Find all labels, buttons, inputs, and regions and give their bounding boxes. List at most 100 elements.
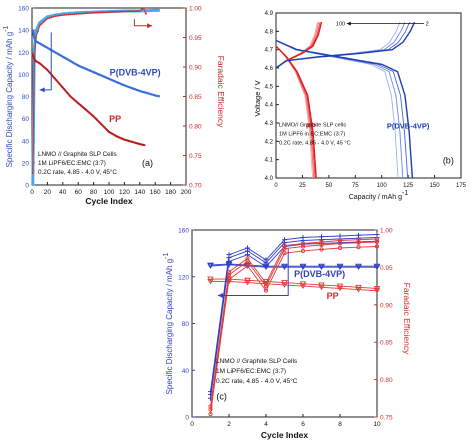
- arrow-to-left-axis: [39, 32, 52, 91]
- data-point-pp-fe: [123, 10, 126, 13]
- y-left-tick-label: 80: [22, 94, 30, 101]
- data-point-pp-fe: [73, 13, 76, 16]
- data-point-pp-fe: [111, 11, 114, 13]
- data-point-pp-capacity: [31, 53, 34, 56]
- data-point: [281, 282, 288, 288]
- series-line: [210, 280, 378, 292]
- annotation-line: 0.2C rate, 4.85 - 4.0 V, 45 °C: [279, 141, 351, 147]
- superscript: -1: [163, 252, 170, 258]
- data-point: [300, 241, 306, 246]
- data-point: [336, 264, 344, 271]
- data-point: [281, 263, 288, 270]
- y-right-tick-label: 0.70: [189, 183, 202, 190]
- y-right-tick-label: 0.90: [189, 65, 202, 72]
- panel-label: (c): [216, 391, 227, 401]
- data-point: [355, 287, 362, 293]
- y-tick-label: 4.2: [265, 139, 274, 145]
- y-right-tick-label: 0.85: [189, 94, 202, 101]
- series-line-pp-discharge: [275, 45, 314, 179]
- panel-a: 0 20 40 60 80 100 120 140 160 180 200 0 20 40 60 80 100 1…: [3, 6, 226, 207]
- x-tick-label: 0: [274, 183, 278, 189]
- series-line-pdvb-discharge: [275, 39, 414, 179]
- data-point-pp-fe: [44, 19, 47, 22]
- data-point-pp-fe: [71, 13, 74, 16]
- data-point-pp-fe: [31, 172, 34, 175]
- y-tick-label: 4.8: [265, 29, 274, 35]
- data-point-pp-fe: [100, 11, 103, 14]
- data-point: [244, 280, 251, 286]
- data-point: [263, 264, 269, 270]
- data-point: [282, 251, 287, 256]
- y-right-tick-label: 1.00: [189, 6, 202, 13]
- data-point-pp-fe: [94, 11, 97, 14]
- data-point-pp-fe: [48, 17, 51, 19]
- data-point-pp-fe: [129, 10, 132, 13]
- data-point: [374, 231, 380, 237]
- x-tick-label: 50: [326, 183, 333, 189]
- arrow-to-left-axis: [217, 248, 289, 296]
- x-tick-label: 160: [150, 189, 161, 196]
- y-left-tick-label: 60: [22, 116, 30, 123]
- series-line-pp-fe: [32, 7, 147, 174]
- x-axis-title: Capacity / mAh g-1: [349, 190, 409, 201]
- data-point: [226, 252, 232, 258]
- x-tick-label: 60: [75, 189, 83, 196]
- data-point-pp-fe: [140, 8, 143, 11]
- data-point: [336, 263, 344, 270]
- data-point-pp-fe: [102, 11, 105, 14]
- data-point-pp-fe: [131, 10, 134, 13]
- data-point: [226, 269, 232, 274]
- data-point-pp-fe: [117, 10, 120, 13]
- data-point: [282, 237, 287, 243]
- series-line-pdvb-capacity: [31, 29, 161, 98]
- x-tick-label: 4: [264, 421, 268, 428]
- series-line-pp-discharge: [275, 45, 315, 179]
- data-point: [337, 238, 343, 243]
- data-point: [299, 264, 307, 271]
- y-right-tick-label: 0.75: [380, 415, 393, 422]
- series-line-pp-discharge: [275, 45, 316, 179]
- x-tick-label: 2: [227, 421, 231, 428]
- data-point-pp-fe: [108, 11, 110, 14]
- arrow-head: [147, 23, 153, 29]
- series-line-pdvb-discharge: [275, 40, 404, 179]
- y-right-tick-label: 1.00: [380, 228, 393, 235]
- data-point-pp-fe: [54, 15, 56, 18]
- annotation: LNMO // Graphite SLP Cells 1M LiPF6/EC:EM…: [216, 358, 298, 385]
- y-left-axis-title: Specific Discharging Capacity / mAh g-1: [3, 25, 14, 167]
- arrow-head: [217, 292, 223, 298]
- y-left-tick-label: 140: [18, 28, 29, 35]
- x-tick-label: 140: [134, 189, 145, 196]
- x-tick-label: 0: [30, 189, 34, 196]
- x-tick-label: 175: [456, 183, 467, 189]
- series-line: [210, 246, 378, 415]
- annotation-line: 1M LiPF6/EC:EMC (3:7): [216, 368, 286, 375]
- y-right-axis-title: Faradaic Efficiency: [216, 56, 226, 128]
- x-tick-label: 120: [119, 189, 130, 196]
- plot-frame: [31, 7, 187, 186]
- data-point: [300, 248, 306, 253]
- y-tick-label: 4.5: [265, 84, 274, 90]
- data-point-pp-fe: [133, 10, 135, 13]
- data-point-pp-fe: [86, 12, 89, 15]
- data-point: [226, 277, 232, 282]
- data-point-pp-fe: [77, 13, 80, 15]
- y-right-tick-label: 0.90: [380, 302, 393, 309]
- data-point: [263, 281, 269, 286]
- y-left-tick-label: 0: [25, 183, 29, 190]
- data-point-pp-fe: [38, 24, 41, 27]
- y-left-tick-label: 0: [185, 415, 189, 422]
- data-point: [207, 278, 214, 285]
- x-tick-label: 0: [190, 421, 194, 428]
- series-label-pdvb: P(DVB-4VP): [110, 67, 161, 77]
- y-right-axis-title: Faradaic Efficiency: [402, 283, 412, 355]
- data-point: [373, 264, 381, 271]
- x-tick-label: 75: [352, 183, 359, 189]
- data-point: [374, 244, 380, 249]
- data-point-pp-capacity: [33, 57, 36, 60]
- arrow-head: [346, 21, 351, 26]
- data-point-pp-fe: [113, 11, 116, 13]
- data-point: [318, 284, 325, 291]
- data-point: [356, 232, 361, 238]
